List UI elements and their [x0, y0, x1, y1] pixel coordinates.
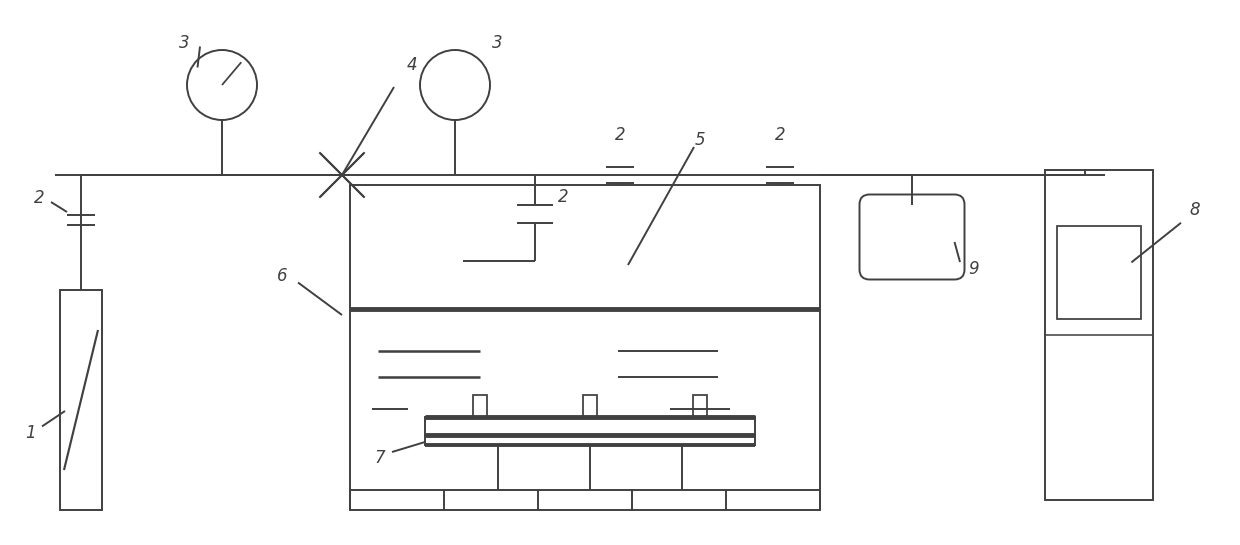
FancyBboxPatch shape — [859, 195, 965, 280]
Bar — [583, 395, 596, 417]
Text: 7: 7 — [374, 449, 386, 467]
Text: 6: 6 — [277, 267, 288, 285]
Text: 5: 5 — [694, 131, 706, 149]
Text: 2: 2 — [775, 126, 785, 144]
Text: 2: 2 — [615, 126, 625, 144]
Bar — [1056, 226, 1141, 318]
Text: 3: 3 — [179, 34, 190, 52]
Bar — [472, 395, 487, 417]
Text: 1: 1 — [25, 424, 35, 442]
Text: 2: 2 — [33, 189, 45, 207]
Bar — [350, 185, 820, 510]
Bar — [425, 417, 755, 435]
Text: 2: 2 — [558, 188, 568, 206]
Text: 4: 4 — [407, 56, 418, 74]
Text: 8: 8 — [1189, 201, 1200, 219]
Circle shape — [187, 50, 257, 120]
Bar — [693, 395, 707, 417]
Text: 9: 9 — [968, 260, 980, 278]
Bar — [1045, 170, 1153, 500]
Text: 3: 3 — [492, 34, 502, 52]
Circle shape — [420, 50, 490, 120]
Bar — [60, 290, 102, 510]
Bar — [425, 435, 755, 445]
